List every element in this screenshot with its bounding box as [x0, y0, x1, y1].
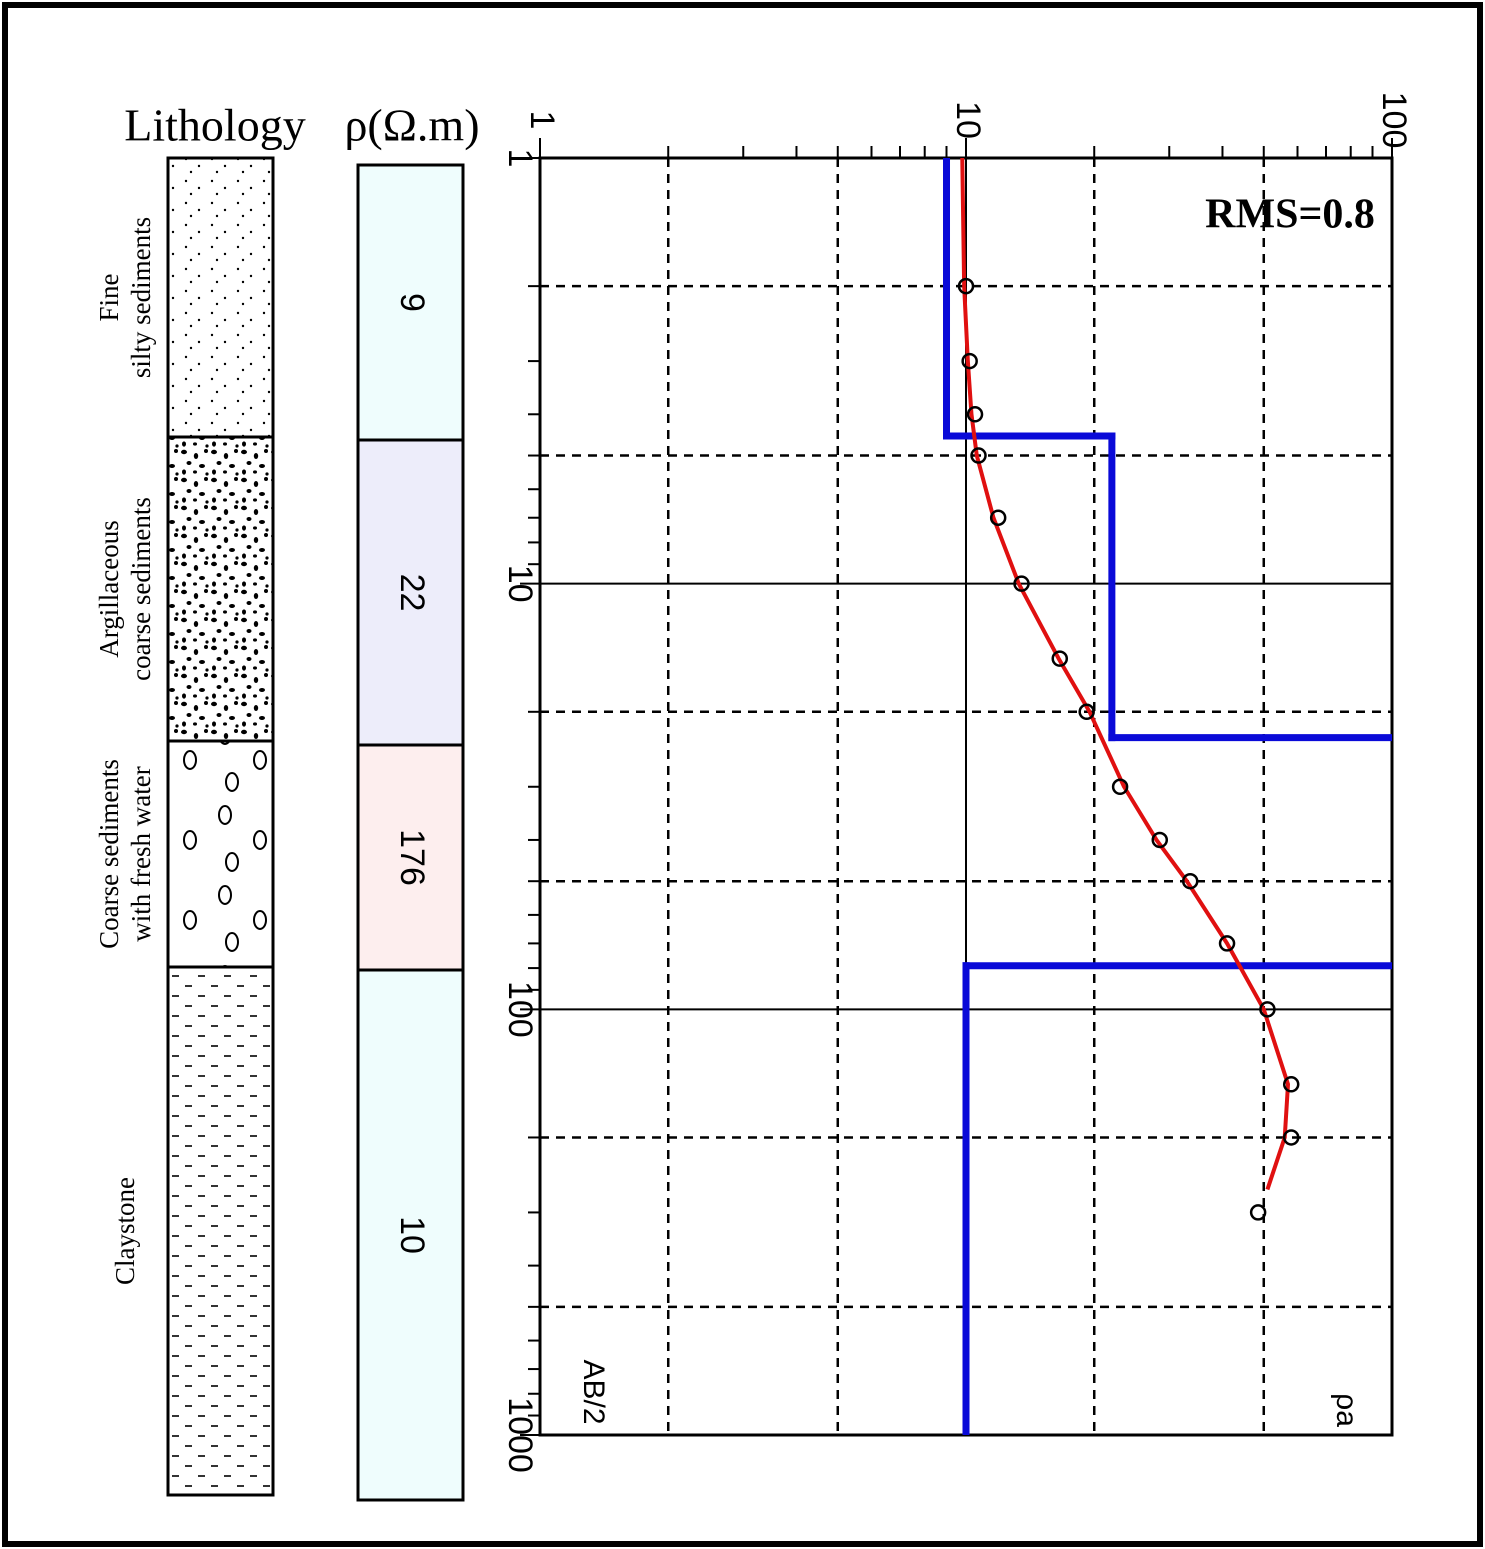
lithology-layer [166, 435, 275, 743]
y-tick-label: 1 [523, 111, 561, 130]
observed-point [961, 352, 978, 370]
lithology-layer [166, 739, 275, 969]
lithology-label: Claystone [110, 1177, 140, 1285]
y-tick-label: 100 [1375, 92, 1413, 149]
observed-point [1282, 1076, 1300, 1093]
lithology-label: Fine [94, 273, 124, 321]
y-axis-label: ρa [1330, 1393, 1363, 1427]
observed-point [1078, 703, 1095, 721]
series-layer [943, 158, 1392, 1435]
fitted-curve [960, 158, 1290, 1191]
lithology-layer [166, 965, 275, 1497]
observed-point [1282, 1129, 1300, 1146]
rms-annotation: RMS=0.8 [1205, 192, 1375, 238]
observed-point [970, 447, 987, 464]
observed-point [1249, 1204, 1267, 1221]
lithology-label: coarse sediments [126, 497, 156, 681]
resistivity-value: 9 [393, 293, 431, 312]
observed-point [1151, 831, 1169, 849]
lithology-label: silty sediments [126, 217, 156, 378]
observed-point [1111, 778, 1129, 796]
lithology-title: Lithology [124, 100, 305, 151]
observed-point [966, 406, 984, 423]
x-tick-label: 1000 [501, 1397, 539, 1473]
observed-point [1051, 650, 1069, 667]
observed-point [989, 509, 1007, 526]
observed-point [1013, 575, 1030, 592]
lithology-layer [166, 156, 275, 439]
observed-point [1181, 872, 1199, 890]
lithology-column: Fine silty sediments Argillaceous coarse se… [94, 156, 275, 1497]
resistivity-layer [356, 968, 465, 1502]
observed-point [957, 277, 975, 295]
resistivity-value: 10 [393, 1216, 431, 1254]
x-tick-label: 1 [501, 149, 539, 168]
lithology-label: with fresh water [126, 766, 156, 941]
resistivity-layer [356, 438, 465, 747]
resistivity-value: 176 [393, 829, 431, 886]
resistivity-layer [356, 743, 465, 972]
y-tick-label: 10 [949, 101, 987, 139]
observed-point [1218, 935, 1236, 952]
observed-point [1259, 1001, 1276, 1018]
lithology-label: Argillaceous [94, 520, 124, 657]
resistivity-value: 22 [393, 574, 431, 612]
x-axis-label: AB/2 [577, 1359, 610, 1424]
resistivity-column: 9 22 176 10 [356, 163, 465, 1502]
resistivity-title: ρ(Ω.m) [344, 100, 479, 151]
lithology-label: Coarse sediments [94, 759, 124, 949]
x-tick-label: 10 [501, 565, 539, 603]
